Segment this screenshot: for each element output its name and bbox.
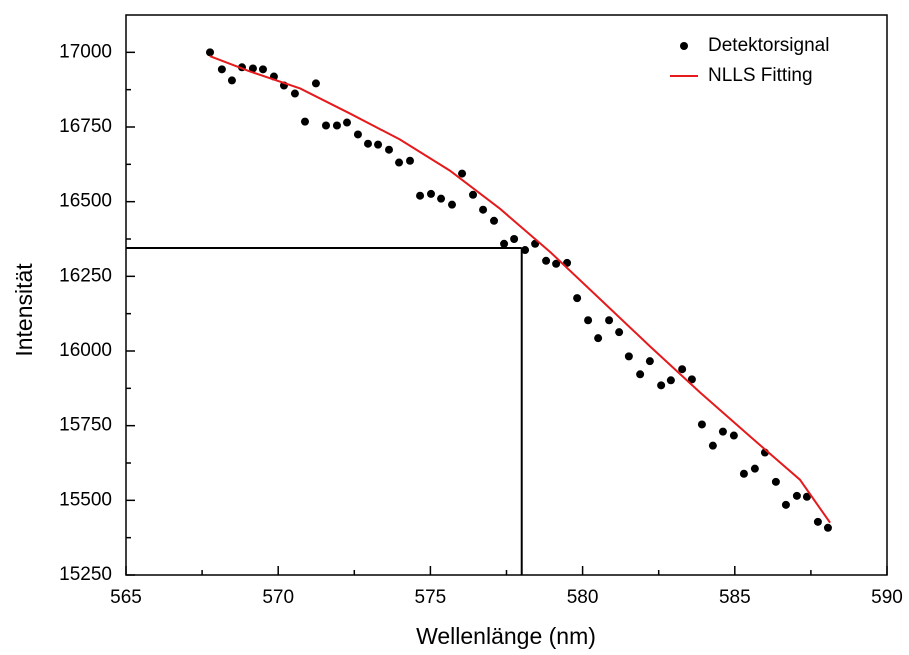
data-point [636,370,645,379]
data-point [792,491,801,500]
data-point [573,294,582,303]
data-point [290,89,299,98]
fit-line [209,55,831,524]
y-tick-label: 15250 [59,564,112,585]
y-tick-label: 16250 [59,265,112,286]
data-point [374,140,383,149]
data-point [697,420,706,429]
data-point [657,381,666,390]
data-point [594,334,603,343]
data-point [542,256,551,265]
x-tick-label: 575 [415,587,447,608]
y-tick-label: 16750 [59,116,112,137]
x-tick-label: 585 [719,587,751,608]
data-point [500,239,509,248]
data-point [678,365,687,374]
y-tick-label: 16000 [59,340,112,361]
legend-label: NLLS Fitting [708,65,813,86]
data-point [416,191,425,200]
data-point [321,121,330,130]
data-point [739,469,748,478]
y-tick-label: 15500 [59,489,112,510]
y-axis-title: Intensität [11,263,37,357]
data-point [258,65,267,74]
data-point [802,492,811,501]
data-point [227,76,236,85]
data-point [206,48,215,57]
y-tick-label: 17000 [59,41,112,62]
data-point [479,205,488,214]
data-point [708,441,717,450]
data-point [718,427,727,436]
data-point [510,235,519,243]
data-point [771,477,780,486]
x-tick-label: 590 [871,587,903,608]
data-point [342,118,351,127]
data-point [353,130,362,139]
data-point [332,121,341,130]
data-point [552,259,561,268]
data-point [750,464,759,473]
data-point [300,117,309,126]
data-point [395,158,404,167]
data-point [406,156,415,165]
y-tick-label: 15750 [59,415,112,436]
data-point [458,169,467,178]
plot-frame [125,14,888,576]
x-tick-label: 570 [262,587,294,608]
data-point [666,376,675,385]
y-tick-label: 16500 [59,191,112,212]
data-point [615,328,624,337]
data-point [605,316,614,325]
data-point [687,375,696,384]
x-tick-label: 565 [110,587,142,608]
data-point [363,139,372,148]
data-point [645,357,654,366]
data-point [217,65,226,74]
data-point [427,189,436,198]
data-point [469,190,478,199]
data-point [584,316,593,325]
data-point [823,523,832,532]
legend-marker [680,42,688,50]
data-point [729,431,738,440]
legend-label: Detektorsignal [708,35,829,56]
data-point [385,145,394,154]
data-point [813,517,822,526]
data-point [521,246,530,255]
x-axis-title: Wellenlänge (nm) [416,623,596,649]
data-point [490,216,499,225]
data-point [311,79,320,88]
data-point [448,200,457,209]
x-tick-label: 580 [567,587,599,608]
data-point [248,64,257,73]
data-point [437,194,446,203]
data-point [781,500,790,509]
data-point [624,352,633,361]
